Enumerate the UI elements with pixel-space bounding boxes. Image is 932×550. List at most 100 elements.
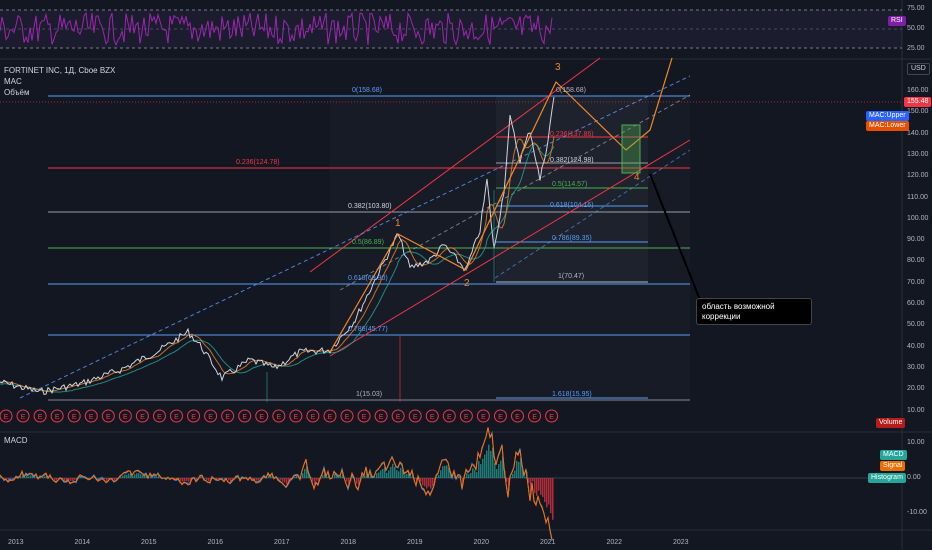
- macd-histogram[interactable]: [0, 444, 554, 520]
- macd-histogram-bar: [444, 465, 446, 478]
- earnings-marker[interactable]: [221, 409, 235, 423]
- macd-histogram-bar: [258, 478, 260, 481]
- earnings-marker[interactable]: [0, 409, 13, 423]
- macd-histogram-bar: [442, 466, 444, 478]
- wave-label-1: 1: [395, 218, 401, 229]
- channel-upper-line[interactable]: [309, 57, 601, 273]
- earnings-marker[interactable]: [511, 409, 524, 423]
- price-tick: 90.00: [907, 236, 925, 244]
- earnings-marker-label: E: [157, 414, 162, 421]
- trendline-dashed-2[interactable]: [339, 94, 691, 291]
- macd-histogram-bar: [540, 478, 542, 495]
- earnings-marker[interactable]: [357, 409, 371, 423]
- earnings-marker[interactable]: [476, 409, 490, 423]
- earnings-marker[interactable]: [425, 409, 439, 423]
- earnings-marker[interactable]: [528, 409, 542, 423]
- macd-histogram-bar: [380, 470, 382, 478]
- earnings-marker[interactable]: [152, 409, 166, 423]
- macd-histogram-bar: [366, 470, 368, 478]
- earnings-marker[interactable]: [238, 409, 252, 423]
- trendline-dashed-1[interactable]: [19, 75, 691, 399]
- macd-histogram-bar: [436, 476, 438, 478]
- earnings-marker-label: E: [4, 414, 9, 421]
- earnings-marker[interactable]: [118, 409, 132, 423]
- earnings-marker[interactable]: [204, 409, 218, 423]
- earnings-marker-label: E: [259, 414, 264, 421]
- macd-histogram-bar: [56, 478, 58, 481]
- macd-histogram-bar: [130, 473, 132, 478]
- macd-histogram-bar: [124, 474, 126, 478]
- earnings-marker[interactable]: [459, 409, 473, 423]
- rsi-line[interactable]: [0, 11, 553, 47]
- signal-line[interactable]: [0, 427, 553, 540]
- annotation-arrow[interactable]: [649, 173, 701, 301]
- macd-histogram-bar: [136, 473, 138, 478]
- macd-histogram-bar: [232, 478, 234, 481]
- earnings-marker[interactable]: [16, 409, 30, 423]
- indicator-volume-label[interactable]: Объём: [4, 88, 30, 97]
- macd-histogram-bar: [420, 478, 422, 482]
- correction-annotation[interactable]: область возможной коррекции: [696, 298, 812, 325]
- macd-histogram-bar: [270, 476, 272, 478]
- earnings-marker[interactable]: [101, 409, 115, 423]
- earnings-marker[interactable]: [374, 409, 388, 423]
- earnings-marker[interactable]: [67, 409, 81, 423]
- earnings-marker[interactable]: [255, 409, 269, 423]
- wave-label-2: 2: [464, 278, 470, 289]
- rsi-value-badge: RSI: [888, 16, 906, 26]
- price-tick: 30.00: [907, 363, 925, 371]
- macd-histogram-bar: [200, 476, 202, 478]
- earnings-marker[interactable]: [135, 409, 149, 423]
- macd-histogram-bar: [138, 473, 140, 478]
- earnings-marker[interactable]: [84, 409, 98, 423]
- earnings-marker[interactable]: [340, 409, 354, 423]
- earnings-marker[interactable]: [306, 409, 320, 423]
- earnings-marker[interactable]: [170, 409, 183, 423]
- earnings-marker[interactable]: [33, 409, 47, 423]
- macd-histogram-bar: [404, 474, 406, 478]
- macd-histogram-bar: [188, 478, 190, 482]
- macd-histogram-bar: [106, 478, 108, 482]
- macd-histogram-bar: [390, 466, 392, 478]
- macd-histogram-bar: [440, 470, 442, 478]
- macd-pane-title[interactable]: MACD: [4, 436, 28, 445]
- earnings-marker[interactable]: [272, 409, 286, 423]
- macd-histogram-bar: [536, 478, 538, 496]
- earnings-marker[interactable]: [50, 409, 64, 423]
- macd-histogram-bar: [144, 475, 146, 478]
- currency-button[interactable]: USD: [907, 63, 930, 75]
- macd-histogram-bar: [384, 467, 386, 478]
- earnings-marker[interactable]: [408, 409, 422, 423]
- elliott-wave-path[interactable]: [329, 57, 673, 353]
- rsi-tick-50: 50.00: [907, 25, 925, 32]
- channel-lower-line[interactable]: [329, 139, 691, 357]
- earnings-marker[interactable]: [323, 409, 337, 423]
- earnings-marker[interactable]: [289, 409, 303, 423]
- price-series[interactable]: [0, 96, 555, 395]
- macd-histogram-bar: [22, 474, 24, 478]
- indicator-mac-label[interactable]: MAC: [4, 77, 22, 86]
- earnings-marker[interactable]: [391, 409, 405, 423]
- earnings-marker-label: E: [498, 414, 503, 421]
- macd-line[interactable]: [0, 427, 553, 541]
- earnings-marker[interactable]: [493, 409, 507, 423]
- earnings-marker[interactable]: [545, 409, 559, 423]
- macd-histogram-bar: [44, 476, 46, 478]
- macd-histogram-bar: [478, 461, 480, 478]
- macd-histogram-bar: [378, 472, 380, 478]
- macd-histogram-bar: [252, 478, 254, 480]
- earnings-marker[interactable]: [442, 409, 456, 423]
- symbol-title[interactable]: FORTINET INC, 1Д, Cboe BZX: [4, 66, 116, 75]
- macd-histogram-bar: [340, 476, 342, 478]
- macd-histogram-bar: [520, 458, 522, 478]
- macd-histogram-bar: [496, 469, 498, 478]
- macd-histogram-bar: [282, 478, 284, 482]
- macd-histogram-bar: [438, 475, 440, 478]
- correction-zone-box[interactable]: [621, 124, 641, 174]
- trendline-dashed-3[interactable]: [494, 149, 691, 279]
- price-tick: 20.00: [907, 385, 925, 393]
- earnings-marker[interactable]: [187, 409, 201, 423]
- macd-histogram-bar: [288, 478, 290, 483]
